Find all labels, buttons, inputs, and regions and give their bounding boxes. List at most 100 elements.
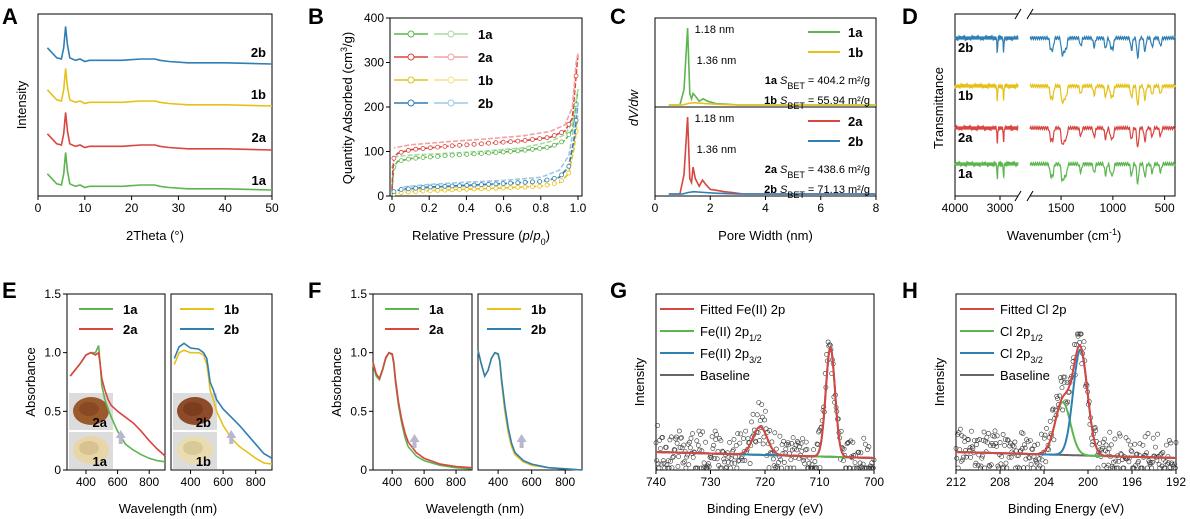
ads-point-b-1a-16 [508, 148, 513, 154]
y-axis-label-g: Intensity [632, 357, 647, 406]
data-point-h-250 [1137, 441, 1143, 447]
ads-point-b-1a-23 [559, 139, 564, 145]
arrow-shaft-e-left [118, 438, 123, 444]
ads-point-b-1b-11 [471, 186, 477, 192]
y-axis-label-a: Intensity [14, 80, 29, 129]
data-point-g-285 [861, 435, 867, 441]
data-point-g-145 [759, 402, 765, 407]
data-point-g-276 [854, 465, 860, 471]
x-tick-c-0-label: 0 [652, 201, 659, 215]
data-point-h-231 [1123, 435, 1129, 441]
data-point-g-30 [675, 463, 681, 469]
data-point-h-235 [1126, 459, 1132, 465]
ads-point-b-2a-3 [413, 146, 419, 152]
data-point-h-104 [1030, 447, 1035, 452]
data-point-h-99 [1026, 454, 1032, 460]
plot-frame-d [954, 13, 1176, 197]
ads-point-b-2b-21 [544, 177, 550, 183]
data-point-h-202 [1102, 436, 1107, 442]
ads-point-b-2a-5 [427, 145, 433, 151]
ads-point-b-1b-9 [457, 187, 462, 193]
ads-point-b-2b-10 [464, 182, 470, 188]
inset-powder-shade-e-0 [79, 402, 99, 416]
data-point-g-23 [670, 454, 676, 460]
data-point-g-146 [760, 414, 765, 420]
series-line-f-1b [477, 350, 583, 471]
ads-point-b-1b-16 [508, 185, 513, 191]
data-point-h-118 [1040, 465, 1046, 471]
legend-label-f-1a: 1a [429, 302, 444, 317]
desorption-line-b-2b [401, 102, 579, 188]
ads-point-b-2a-17 [515, 138, 521, 144]
data-point-h-133 [1051, 437, 1057, 443]
x-tick-d-1-label: 3000 [987, 201, 1014, 215]
data-point-g-156 [767, 428, 773, 433]
x-tick-f-right-0-label: 400 [488, 475, 508, 489]
data-point-h-199 [1100, 445, 1105, 451]
ads-point-b-2b-19 [530, 179, 535, 185]
ads-point-b-2a-12 [478, 141, 484, 147]
axis-break-mark-d-0b [1026, 8, 1034, 20]
x-tick-b-0-label: 0 [389, 201, 396, 215]
data-point-g-93 [721, 456, 727, 462]
data-point-h-43 [985, 440, 990, 446]
chart-panel-b: 0 0.2 0.4 0.6 0.8 1.0 0 100 200 300 400 Relative Pr… [339, 11, 587, 247]
data-point-g-201 [800, 436, 805, 441]
data-point-h-2 [955, 431, 960, 437]
ads-point-b-1a-4 [420, 155, 426, 161]
data-point-g-57 [695, 465, 700, 471]
ads-point-b-2b-6 [435, 184, 441, 190]
arrow-shaft-f-right [519, 442, 524, 448]
data-point-g-261 [843, 465, 849, 471]
data-point-h-44 [986, 430, 991, 436]
x-tick-h-0-label: 212 [946, 475, 966, 489]
legend-label-h-3: Baseline [1000, 368, 1050, 383]
data-point-h-102 [1028, 461, 1034, 467]
ads-point-b-1a-2 [405, 156, 411, 162]
series-line-f-2a [372, 351, 473, 469]
data-point-g-24 [671, 453, 676, 459]
data-point-h-201 [1101, 462, 1107, 468]
ads-point-b-2b-13 [486, 181, 492, 187]
ads-point-b-1b-8 [449, 187, 455, 193]
data-point-h-259 [1144, 450, 1149, 456]
data-point-h-167 [1076, 331, 1082, 337]
data-point-g-77 [709, 434, 715, 440]
data-point-h-218 [1114, 465, 1119, 471]
data-point-g-62 [698, 465, 704, 471]
inset-label-e-0: 2a [93, 415, 108, 430]
x-tick-d-2-label: 1500 [1048, 201, 1075, 215]
panel-letter-c: C [610, 4, 626, 29]
chart-panel-a: 0 10 20 30 40 50 2Theta (°) Intensity 2b 1b 2a 1a [14, 13, 279, 243]
data-point-g-22 [669, 465, 675, 471]
series-line-d-1b-seg0 [954, 82, 1019, 102]
x-tick-h-3-label: 200 [1078, 475, 1098, 489]
data-point-h-34 [978, 463, 984, 469]
ads-point-b-2b-24 [566, 163, 572, 169]
data-point-g-35 [679, 435, 684, 441]
data-point-g-131 [749, 419, 754, 425]
data-point-h-237 [1128, 442, 1133, 448]
series-line-a-1b [46, 68, 273, 107]
data-point-g-108 [732, 460, 738, 466]
data-point-h-132 [1050, 406, 1056, 412]
series-line-d-1b-seg1 [1029, 82, 1176, 106]
ads-point-b-2a-25 [573, 73, 579, 79]
ads-point-b-2b-4 [420, 185, 426, 191]
arrow-head-e-right [226, 430, 237, 438]
bet-text-c-2b: 2b SBET = 71.13 m²/g [764, 184, 870, 200]
data-point-g-97 [724, 464, 730, 470]
data-point-g-84 [714, 456, 720, 462]
legend-label-e-1a: 1a [123, 302, 138, 317]
panel-letter-g: G [610, 278, 627, 303]
series-line-d-2a-seg0 [954, 124, 1019, 144]
data-point-g-34 [678, 435, 684, 441]
legend-label-h-2: Cl 2p3/2 [1000, 346, 1043, 365]
data-point-g-129 [747, 461, 753, 466]
series-line-a-2b [46, 26, 273, 65]
series-line-e-2a [69, 351, 166, 457]
x-axis-label-g: Binding Energy (eV) [707, 501, 823, 516]
data-point-g-55 [693, 465, 699, 471]
ads-point-b-1a-18 [522, 147, 528, 153]
data-point-h-45 [986, 462, 992, 468]
